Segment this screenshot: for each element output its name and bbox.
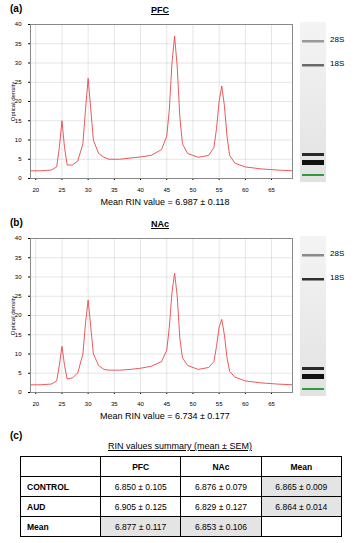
html-text:(b): (b) <box>10 217 23 228</box>
html-text:6.829 ± 0.127: 6.829 ± 0.127 <box>195 501 247 512</box>
html-text:Mean: Mean <box>290 461 313 472</box>
svg-text:0: 0 <box>18 389 22 395</box>
svg-text:Optical density: Optical density <box>10 296 16 335</box>
svg-text:60: 60 <box>242 187 249 193</box>
svg-text:40: 40 <box>15 21 22 27</box>
svg-text:25: 25 <box>59 187 66 193</box>
svg-text:30: 30 <box>85 401 92 407</box>
svg-text:40: 40 <box>137 187 144 193</box>
svg-text:50: 50 <box>190 401 197 407</box>
html-text:RIN values summary (mean ± SEM: RIN values summary (mean ± SEM) <box>108 441 252 451</box>
svg-text:25: 25 <box>15 293 22 299</box>
svg-text:Optical density: Optical density <box>10 82 16 121</box>
svg-text:15: 15 <box>15 332 22 338</box>
svg-text:40: 40 <box>137 401 144 407</box>
html-text:6.877 ± 0.117: 6.877 ± 0.117 <box>115 521 167 532</box>
svg-text:55: 55 <box>216 187 223 193</box>
svg-text:65: 65 <box>268 401 275 407</box>
svg-text:0: 0 <box>18 175 22 181</box>
html-text:(a): (a) <box>10 3 23 14</box>
svg-text:60: 60 <box>242 401 249 407</box>
svg-text:35: 35 <box>15 41 22 47</box>
svg-text:50: 50 <box>190 187 197 193</box>
html-text:18S: 18S <box>330 59 345 68</box>
html-text:PFC: PFC <box>151 5 169 15</box>
svg-text:25: 25 <box>59 401 66 407</box>
html-text:Mean RIN value = 6.987 ± 0.118: Mean RIN value = 6.987 ± 0.118 <box>100 197 230 207</box>
html-text:Mean: Mean <box>27 521 49 532</box>
svg-text:5: 5 <box>18 370 22 376</box>
html-text:6.876 ± 0.079: 6.876 ± 0.079 <box>195 481 247 492</box>
svg-text:45: 45 <box>163 187 170 193</box>
svg-text:20: 20 <box>15 98 22 104</box>
svg-text:20: 20 <box>15 312 22 318</box>
html-text:NAc: NAc <box>151 219 169 229</box>
svg-text:25: 25 <box>15 79 22 85</box>
svg-text:20: 20 <box>32 187 39 193</box>
html-text:6.905 ± 0.125: 6.905 ± 0.125 <box>114 501 167 512</box>
svg-text:30: 30 <box>15 274 22 280</box>
html-text:28S: 28S <box>330 249 345 258</box>
svg-text:45: 45 <box>163 401 170 407</box>
html-text:Mean RIN value = 6.734 ± 0.177: Mean RIN value = 6.734 ± 0.177 <box>100 411 230 421</box>
html-text:18S: 18S <box>330 273 345 282</box>
html-text:CONTROL: CONTROL <box>27 481 69 492</box>
svg-text:10: 10 <box>15 351 22 357</box>
html-text:6.864 ± 0.014: 6.864 ± 0.014 <box>275 501 328 512</box>
html-text:NAc: NAc <box>212 461 230 472</box>
svg-text:55: 55 <box>216 401 223 407</box>
html-text:6.865 ± 0.009: 6.865 ± 0.009 <box>275 481 328 492</box>
html-text:PFC: PFC <box>132 461 150 472</box>
svg-text:35: 35 <box>111 187 118 193</box>
html-text:28S: 28S <box>330 35 345 44</box>
svg-text:30: 30 <box>15 60 22 66</box>
svg-text:65: 65 <box>268 187 275 193</box>
svg-text:10: 10 <box>15 137 22 143</box>
svg-text:15: 15 <box>15 118 22 124</box>
svg-text:20: 20 <box>32 401 39 407</box>
svg-text:30: 30 <box>85 187 92 193</box>
html-text:(c): (c) <box>10 430 23 441</box>
svg-text:5: 5 <box>18 156 22 162</box>
svg-text:40: 40 <box>15 235 22 241</box>
svg-text:35: 35 <box>15 255 22 261</box>
svg-text:35: 35 <box>111 401 118 407</box>
html-text:6.853 ± 0.106: 6.853 ± 0.106 <box>195 521 247 532</box>
html-text:6.850 ± 0.105: 6.850 ± 0.105 <box>114 481 167 492</box>
html-text:AUD: AUD <box>27 501 46 512</box>
